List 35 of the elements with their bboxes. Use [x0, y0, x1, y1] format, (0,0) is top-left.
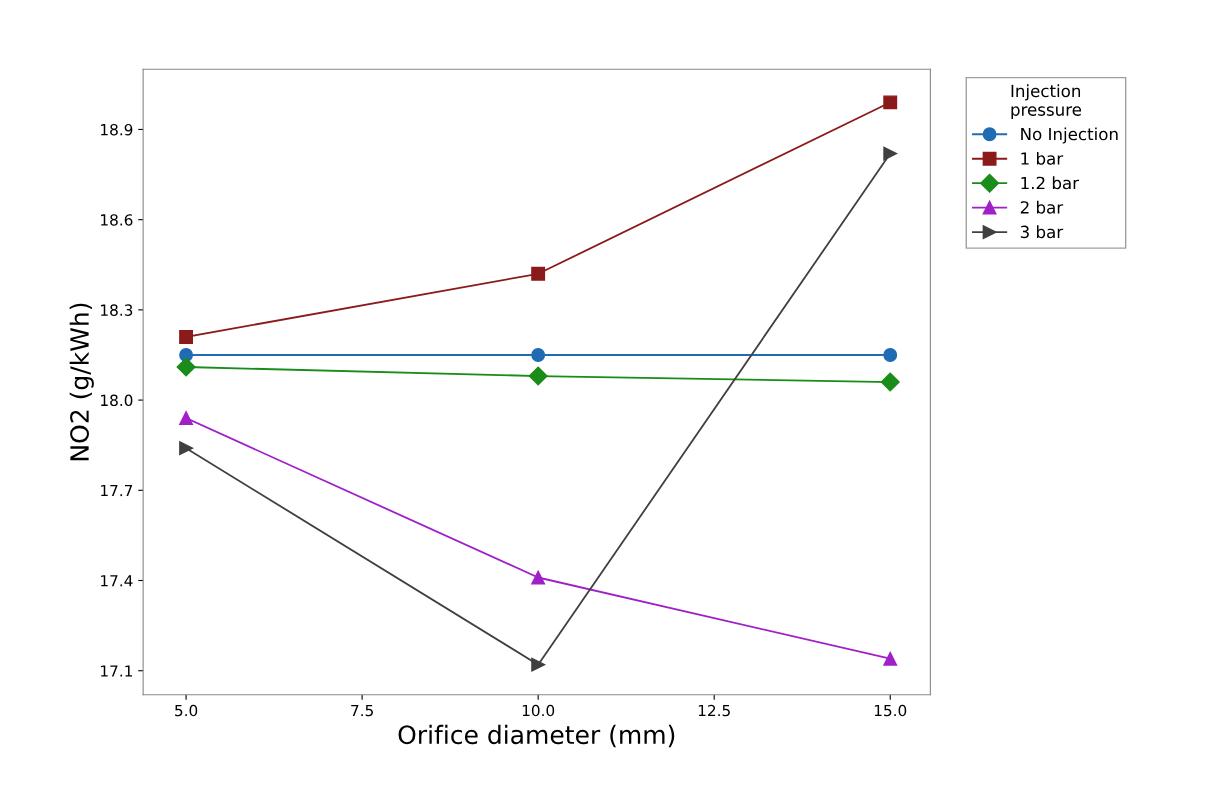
point: [883, 146, 898, 161]
x-tick-label: 15.0: [874, 704, 907, 717]
point: [883, 348, 898, 362]
x-tick-label: 7.5: [351, 704, 373, 717]
legend-label: 2 bar: [1020, 200, 1064, 214]
point: [179, 329, 194, 344]
point: [880, 372, 900, 392]
point: [176, 357, 196, 377]
point: [883, 651, 898, 666]
point: [179, 441, 194, 456]
x-axis-title: Orifice diameter (mm): [398, 724, 675, 748]
x-tick-label: 10.0: [522, 704, 555, 717]
legend-label: 1.2 bar: [1021, 176, 1080, 190]
y-tick-label: 18.3: [101, 304, 133, 316]
y-tick-label: 17.4: [101, 575, 133, 587]
y-tick-label: 17.7: [101, 484, 133, 497]
point: [531, 657, 546, 672]
legend-label: No Injection: [1021, 127, 1118, 144]
point: [531, 266, 546, 281]
point: [179, 348, 194, 362]
y-tick-label: 18.0: [101, 394, 133, 407]
y-axis-title: NO2 (g/kWh): [69, 303, 94, 461]
point: [531, 348, 546, 362]
y-tick-label: 18.6: [101, 214, 133, 226]
point: [528, 366, 548, 386]
x-tick-label: 5.0: [175, 704, 198, 717]
y-tick-label: 17.1: [101, 665, 132, 677]
point: [179, 411, 194, 426]
legend-label: 1 bar: [1021, 151, 1064, 165]
y-tick-label: 18.9: [101, 123, 133, 136]
x-tick-label: 12.5: [698, 704, 730, 717]
legend-title: Injection pressure: [1011, 84, 1082, 120]
point: [883, 95, 898, 110]
legend-label: 3 bar: [1020, 225, 1064, 239]
point: [531, 570, 546, 585]
